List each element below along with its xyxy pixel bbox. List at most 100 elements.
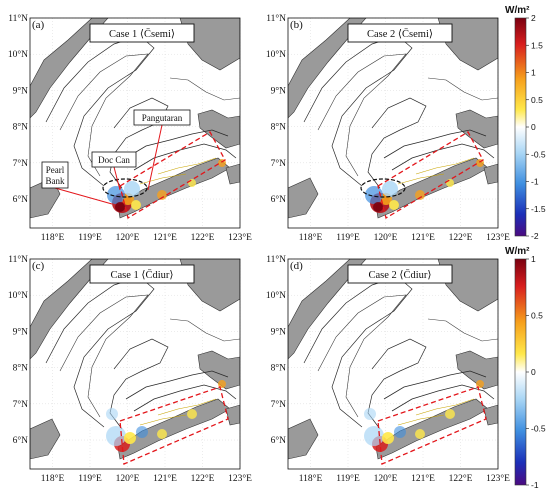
field-patch	[415, 190, 425, 200]
y-tick-label: 7°N	[271, 399, 287, 410]
field-patch	[136, 426, 148, 438]
annotation-box	[133, 109, 191, 126]
panel-title: Case 1 ⟨C̄semi⟩	[109, 28, 175, 40]
y-tick-label: 8°N	[13, 122, 29, 133]
colorbar-tick-label: 0	[531, 122, 536, 132]
panel-title-box	[347, 264, 453, 284]
panel-title-box	[89, 23, 195, 43]
energy-conversion-field	[364, 380, 484, 452]
x-ticks: 118°E 119°E 120°E 121°E 122°E 123°E	[41, 473, 252, 484]
field-patch	[382, 432, 394, 444]
panel-label: (d)	[290, 260, 303, 272]
x-ticks: 118°E 119°E 120°E 121°E 122°E 123°E	[299, 232, 510, 243]
y-ticks: 11°N 10°N 9°N 8°N 7°N 6°N	[266, 13, 286, 205]
field-patch	[446, 179, 454, 187]
colorbar-diur: W/m² 1 0.5 0 -0.5 -1	[505, 246, 546, 490]
colorbar-tick-label: 0	[531, 367, 536, 377]
field-patch	[218, 380, 226, 388]
x-tick-label: 119°E	[78, 473, 102, 484]
study-region-box	[377, 386, 487, 465]
colorbar-tick-label: -2	[531, 231, 539, 241]
colorbar-tick-label: 0.5	[531, 95, 543, 105]
colorbar-tick-label: -1	[531, 177, 539, 187]
x-tick-label: 122°E	[191, 473, 215, 484]
annotation-label: Pangutaran	[142, 113, 183, 123]
y-ticks: 11°N 10°N 9°N 8°N 7°N 6°N	[266, 254, 286, 446]
x-tick-label: 120°E	[116, 232, 140, 243]
annotation-box	[91, 151, 137, 168]
x-tick-label: 123°E	[228, 473, 252, 484]
y-tick-label: 11°N	[8, 13, 28, 24]
field-patch	[187, 409, 197, 419]
map-frame	[287, 17, 499, 229]
energy-conversion-field	[107, 159, 226, 213]
colorbar-tick-label: 1.5	[531, 40, 543, 50]
panel-title-box	[89, 264, 195, 284]
field-patch	[124, 432, 136, 444]
annotation-label: Pearl	[46, 165, 65, 175]
y-tick-label: 10°N	[8, 49, 28, 60]
colorbar-tick-label: 1	[531, 68, 536, 78]
x-tick-label: 123°E	[228, 232, 252, 243]
field-patch	[157, 429, 167, 439]
x-ticks: 118°E 119°E 120°E 121°E 122°E 123°E	[299, 473, 510, 484]
annotation-label: Bank	[46, 176, 65, 186]
x-tick-label: 118°E	[41, 473, 65, 484]
colorbar-semi: W/m² 2 1.5 1 0.5 0 -0.5 -1 -1.5 -2	[505, 5, 546, 241]
annotation-arrow	[113, 166, 121, 191]
field-patch	[445, 409, 455, 419]
y-tick-label: 7°N	[271, 158, 287, 169]
x-tick-label: 121°E	[411, 473, 435, 484]
field-patch	[115, 202, 125, 212]
y-tick-label: 6°N	[13, 194, 29, 205]
y-tick-label: 9°N	[13, 326, 29, 337]
colorbar-tick-label: 0.5	[531, 311, 543, 321]
doc-can-ellipse	[102, 178, 148, 198]
y-tick-label: 11°N	[266, 254, 286, 265]
annotation-label: Doc Can	[98, 155, 130, 165]
panel-c: 118°E 119°E 120°E 121°E 122°E 123°E 11°N 10°N 9°…	[8, 254, 252, 484]
x-tick-label: 122°E	[449, 232, 473, 243]
panel-d: 118°E 119°E 120°E 121°E 122°E 123°E 11°N 10°N 9°…	[266, 254, 510, 484]
x-tick-label: 122°E	[191, 232, 215, 243]
y-tick-label: 8°N	[271, 122, 287, 133]
panel-a: 118°E 119°E 120°E 121°E 122°E 123°E 11°N 10°N 9°…	[8, 13, 252, 243]
map-frame	[29, 17, 241, 229]
map-frame	[29, 258, 241, 470]
y-tick-label: 10°N	[8, 290, 28, 301]
x-tick-label: 118°E	[299, 473, 323, 484]
colorbar-tick-label: 1	[531, 254, 536, 264]
study-region-box	[119, 131, 226, 220]
field-patch	[389, 200, 399, 210]
field-patch	[364, 408, 376, 420]
y-tick-label: 10°N	[266, 49, 286, 60]
panel-title: Case 1 ⟨C̄diur⟩	[110, 269, 173, 281]
x-tick-label: 120°E	[374, 232, 398, 243]
y-tick-label: 9°N	[271, 326, 287, 337]
annotation-arrow	[54, 187, 113, 205]
y-tick-label: 11°N	[266, 13, 286, 24]
field-patch	[124, 181, 140, 197]
colorbar-tick-label: 2	[531, 13, 536, 23]
map-frame	[287, 258, 499, 470]
x-tick-label: 119°E	[336, 232, 360, 243]
panel-label: (c)	[32, 260, 45, 272]
colorbar-tick-label: -0.5	[531, 424, 546, 434]
y-ticks: 11°N 10°N 9°N 8°N 7°N 6°N	[8, 13, 28, 205]
annotation-arrow	[147, 124, 163, 191]
y-tick-label: 7°N	[13, 158, 29, 169]
y-tick-label: 10°N	[266, 290, 286, 301]
field-patch	[131, 200, 141, 210]
panel-title-box	[347, 23, 453, 43]
panel-title: Case 2 ⟨C̄diur⟩	[368, 269, 431, 281]
field-patch	[382, 181, 398, 197]
field-patch	[415, 429, 425, 439]
x-tick-label: 121°E	[411, 232, 435, 243]
x-ticks: 118°E 119°E 120°E 121°E 122°E 123°E	[41, 232, 252, 243]
field-patch	[476, 380, 484, 388]
x-tick-label: 119°E	[78, 232, 102, 243]
colorbar-diur-unit: W/m²	[505, 246, 530, 257]
study-region-box	[377, 131, 484, 220]
